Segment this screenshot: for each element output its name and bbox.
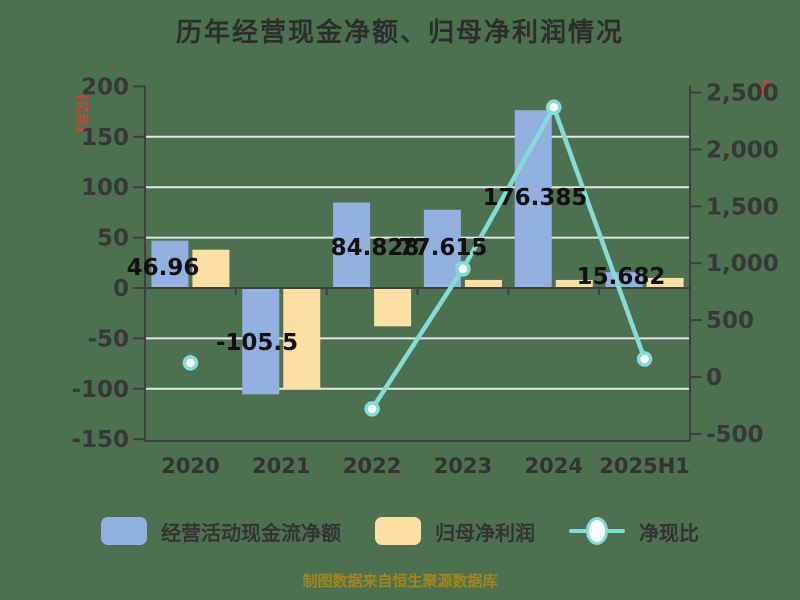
axes: 200150100500-50-100-1502,5002,0001,5001,… — [71, 74, 778, 478]
bar-blue-2021 — [242, 288, 280, 395]
bars-operating-cash-flow — [151, 110, 643, 395]
legend-label-net-profit: 归母净利润 — [435, 520, 535, 545]
line-marker-2024 — [546, 99, 562, 116]
bar-blue-2020 — [151, 240, 189, 288]
legend-item-net-cash-ratio[interactable]: 净现比 — [569, 516, 699, 546]
left-tick-label--150: -150 — [71, 427, 129, 453]
right-tick-label-1000: 1,000 — [706, 251, 779, 277]
line-marker-2023 — [455, 261, 471, 277]
bar-yellow-2021 — [283, 288, 321, 389]
x-tick-label-2021: 2021 — [252, 454, 310, 478]
bar-label-2021: -105.5 — [216, 330, 298, 356]
data-source-caption: 制图数据来自恒生聚源数据库 — [302, 572, 498, 590]
left-tick-label--50: -50 — [87, 326, 129, 352]
bar-label-2022: 84.828 — [331, 235, 420, 261]
line-swatch-ring-icon — [586, 517, 608, 545]
left-tick-label-100: 100 — [81, 175, 129, 201]
bar-yellow-2024 — [555, 279, 593, 288]
chart-title: 历年经营现金净额、归母净利润情况 — [175, 18, 624, 48]
line-marker-2025H1 — [636, 351, 653, 367]
bar-label-2024: 176.385 — [483, 185, 588, 211]
bar-label-2025H1: 15.682 — [577, 264, 666, 290]
legend: 经营活动现金流净额 归母净利润 净现比 — [0, 516, 800, 546]
bar-yellow-2023 — [464, 279, 502, 288]
right-tick-label-0: 0 — [706, 365, 722, 391]
bar-blue-2022 — [333, 202, 371, 288]
legend-label-net-cash-ratio: 净现比 — [639, 520, 699, 545]
bar-label-2023: 77.615 — [399, 235, 488, 261]
x-tick-label-2023: 2023 — [434, 454, 492, 478]
legend-label-operating-cash-flow: 经营活动现金流净额 — [161, 520, 341, 545]
right-tick-label-500: 500 — [706, 308, 754, 334]
legend-item-operating-cash-flow[interactable]: 经营活动现金流净额 — [101, 517, 341, 546]
right-tick-label--500: -500 — [706, 422, 764, 448]
bar-yellow-2020 — [192, 249, 230, 288]
x-tick-label-2025H1: 2025H1 — [599, 454, 690, 478]
bar-yellow-2022 — [374, 288, 412, 327]
bar-blue-2023 — [423, 209, 461, 288]
line-marker-swatch-icon — [569, 516, 625, 546]
bar-yellow-2025H1 — [646, 277, 684, 288]
yellow-bar-swatch-icon — [375, 517, 421, 545]
left-tick-label-200: 200 — [81, 74, 129, 100]
right-tick-label-1500: 1,500 — [706, 194, 779, 220]
x-tick-label-2020: 2020 — [161, 454, 219, 478]
legend-item-net-profit[interactable]: 归母净利润 — [375, 517, 535, 546]
left-tick-label-0: 0 — [113, 276, 129, 302]
bars-net-profit — [192, 249, 684, 389]
x-tick-label-2024: 2024 — [525, 454, 583, 478]
left-tick-label-150: 150 — [81, 125, 129, 151]
left-tick-label-50: 50 — [97, 226, 129, 252]
x-tick-label-2022: 2022 — [343, 454, 401, 478]
net-cash-ratio-line — [182, 99, 653, 417]
left-tick-label--100: -100 — [71, 377, 129, 403]
line-marker-2020 — [182, 355, 199, 371]
bar-label-2020: 46.96 — [127, 255, 200, 281]
blue-bar-swatch-icon — [101, 517, 147, 545]
right-tick-label-2500: 2,500 — [706, 81, 779, 107]
right-tick-label-2000: 2,000 — [706, 137, 779, 163]
line-marker-2022 — [364, 401, 380, 417]
